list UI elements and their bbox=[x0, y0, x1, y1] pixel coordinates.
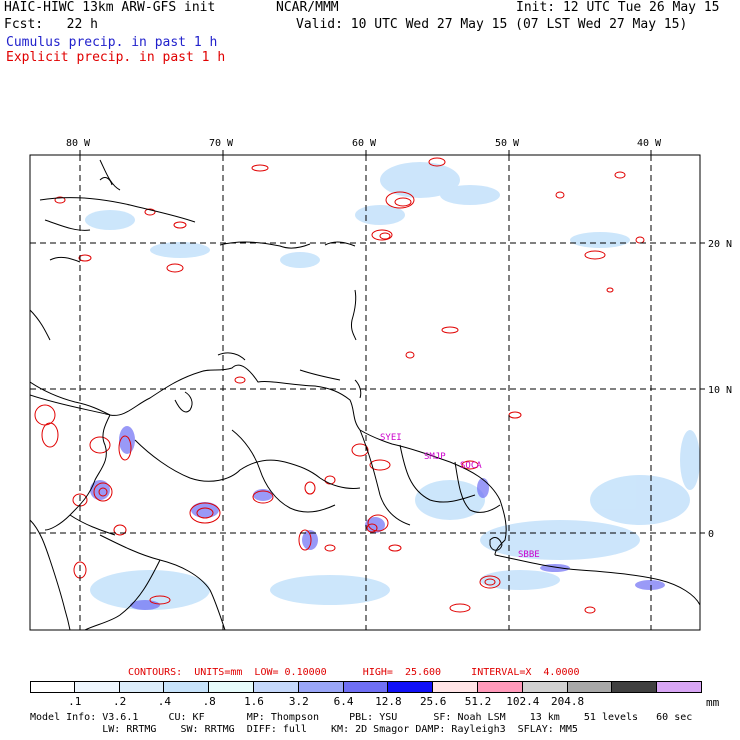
colorbar-cell bbox=[522, 681, 568, 693]
cumulus-legend: Cumulus precip. in past 1 h bbox=[6, 35, 218, 50]
colorbar-cell bbox=[30, 681, 75, 693]
colorbar-tick-label: 3.2 bbox=[288, 695, 309, 708]
lat-label-10n: 10 N bbox=[708, 385, 732, 396]
colorbar-cell bbox=[164, 681, 210, 693]
station-soca: SOCA bbox=[460, 461, 482, 471]
explicit-legend: Explicit precip. in past 1 h bbox=[6, 50, 226, 65]
colorbar-cell bbox=[119, 681, 165, 693]
colorbar-tick-label: 51.2 bbox=[464, 695, 492, 708]
model-info-line1: Model Info: V3.6.1 CU: KF MP: Thompson P… bbox=[30, 712, 693, 723]
colorbar-tick-label: 1.6 bbox=[244, 695, 264, 708]
init-time: Init: 12 UTC Tue 26 May 15 bbox=[516, 0, 720, 15]
colorbar-tick-label: .1 bbox=[68, 695, 82, 708]
model-title: HAIC-HIWC 13km ARW-GFS init bbox=[4, 0, 216, 15]
station-sbbe: SBBE bbox=[518, 550, 540, 560]
lon-label-80w: 80 W bbox=[66, 138, 91, 149]
lon-label-70w: 70 W bbox=[209, 138, 234, 149]
colorbar-tick-label: 12.8 bbox=[375, 695, 402, 708]
colorbar-cell bbox=[254, 681, 299, 693]
colorbar-tick-label: .4 bbox=[157, 695, 172, 708]
station-syei: SYEI bbox=[380, 433, 402, 443]
lat-label-20n: 20 N bbox=[708, 239, 732, 250]
colorbar-tick-label: .2 bbox=[112, 695, 127, 708]
colorbar-cell bbox=[433, 681, 478, 693]
colorbar-cell bbox=[478, 681, 523, 693]
org-label: NCAR/MMM bbox=[276, 0, 339, 15]
map-frame bbox=[29, 154, 701, 631]
colorbar-cell bbox=[343, 681, 389, 693]
colorbar-cell bbox=[209, 681, 254, 693]
station-smjp: SMJP bbox=[424, 452, 446, 462]
colorbar-cell bbox=[298, 681, 344, 693]
axis-ticks bbox=[79, 150, 705, 534]
model-info-line2: LW: RRTMG SW: RRTMG DIFF: full KM: 2D Sm… bbox=[30, 724, 578, 735]
lon-label-40w: 40 W bbox=[637, 138, 662, 149]
valid-time: Valid: 10 UTC Wed 27 May 15 (07 LST Wed … bbox=[296, 17, 688, 32]
map-background bbox=[30, 155, 700, 630]
colorbar-tick-label: 204.8 bbox=[551, 695, 585, 708]
colorbar-tick-label: .8 bbox=[202, 695, 216, 708]
colorbar-cell bbox=[74, 681, 120, 693]
forecast-hour: Fcst: 22 h bbox=[4, 17, 98, 32]
lon-label-50w: 50 W bbox=[495, 138, 520, 149]
colorbar-cell bbox=[612, 681, 658, 693]
contour-info: CONTOURS: UNITS=mm LOW= 0.10000 HIGH= 25… bbox=[128, 667, 580, 678]
colorbar-tick-label: 102.4 bbox=[506, 695, 540, 708]
cumulus-precip-areas bbox=[85, 162, 700, 610]
colorbar-cell bbox=[657, 681, 702, 693]
explicit-precip-contours bbox=[34, 157, 645, 614]
colorbar-cell bbox=[388, 681, 434, 693]
lon-label-60w: 60 W bbox=[352, 138, 377, 149]
colorbar-unit: mm bbox=[706, 696, 720, 709]
graticule bbox=[30, 155, 700, 630]
colorbar-tick-label: 6.4 bbox=[333, 695, 354, 708]
lat-label-0: 0 bbox=[708, 529, 714, 540]
colorbar-tick-label: 25.6 bbox=[419, 695, 447, 708]
colorbar-cell bbox=[567, 681, 613, 693]
coastlines bbox=[30, 159, 700, 630]
